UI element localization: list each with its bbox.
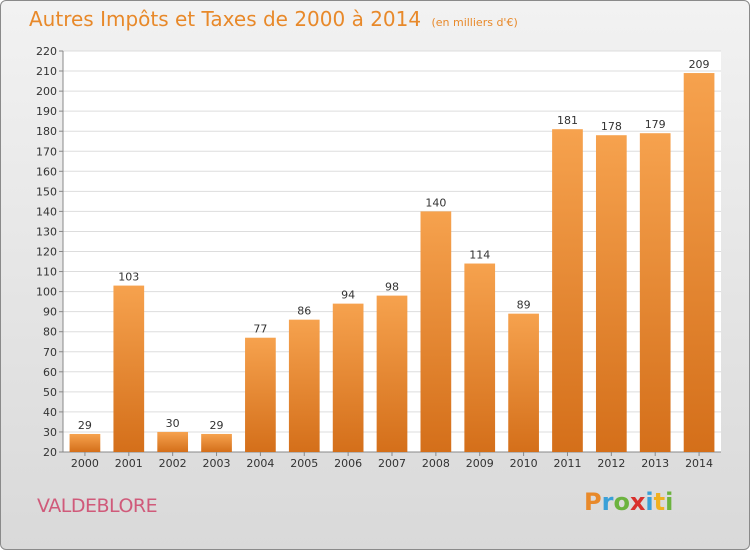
bar-2006 [332, 303, 364, 452]
bar-2001 [113, 285, 145, 452]
y-tick-label: 100 [36, 286, 57, 299]
y-tick-label: 130 [36, 225, 57, 238]
bar-value-label: 114 [469, 249, 490, 262]
bar-2010 [508, 313, 539, 452]
y-tick-label: 110 [36, 266, 57, 279]
x-tick-label: 2005 [290, 457, 318, 470]
bar-2014 [683, 73, 715, 453]
bar-2007 [376, 295, 408, 452]
bar-value-label: 178 [601, 120, 622, 133]
logo-letter: i [665, 488, 674, 516]
bar-value-label: 179 [645, 118, 666, 131]
x-tick-label: 2010 [510, 457, 538, 470]
logo-letter: x [629, 488, 646, 516]
bar-value-label: 89 [517, 299, 531, 312]
bar-value-label: 94 [341, 289, 355, 302]
bar-value-label: 29 [210, 419, 224, 432]
y-tick-label: 30 [43, 426, 57, 439]
x-tick-label: 2000 [71, 457, 99, 470]
bar-value-label: 98 [385, 281, 399, 294]
y-tick-label: 200 [36, 85, 57, 98]
bar-2011 [552, 129, 583, 452]
chart-title-text: Autres Impôts et Taxes de 2000 à 2014 [29, 7, 422, 31]
bar-value-label: 103 [118, 271, 139, 284]
y-tick-label: 170 [36, 145, 57, 158]
chart-subtitle: (en milliers d'€) [431, 16, 518, 29]
y-tick-label: 180 [36, 125, 57, 138]
y-tick-label: 150 [36, 185, 57, 198]
y-tick-label: 160 [36, 165, 57, 178]
bar-value-label: 181 [557, 114, 578, 127]
y-tick-label: 120 [36, 246, 57, 259]
bar-2004 [245, 337, 276, 452]
bar-2000 [69, 433, 101, 452]
logo-letter: t [653, 488, 666, 516]
y-tick-label: 40 [43, 406, 57, 419]
logo-letter: o [613, 488, 630, 516]
logo-letter: r [601, 488, 614, 516]
x-tick-label: 2013 [641, 457, 669, 470]
y-tick-label: 140 [36, 205, 57, 218]
x-tick-label: 2009 [466, 457, 494, 470]
y-tick-label: 50 [43, 386, 57, 399]
x-tick-label: 2004 [246, 457, 274, 470]
y-tick-label: 190 [36, 105, 57, 118]
x-tick-label: 2007 [378, 457, 406, 470]
bar-value-label: 86 [297, 305, 311, 318]
x-tick-label: 2006 [334, 457, 362, 470]
x-tick-label: 2001 [115, 457, 143, 470]
y-tick-label: 70 [43, 346, 57, 359]
bar-2012 [595, 135, 627, 452]
bar-2002 [157, 431, 189, 452]
x-tick-label: 2008 [422, 457, 450, 470]
bar-2003 [201, 433, 232, 452]
bar-value-label: 140 [425, 196, 446, 209]
bar-2005 [288, 319, 320, 452]
logo-letter: i [645, 488, 654, 516]
bar-value-label: 77 [253, 323, 267, 336]
y-tick-label: 20 [43, 446, 57, 459]
location-label: VALDEBLORE [37, 495, 158, 517]
y-tick-label: 90 [43, 306, 57, 319]
bar-2009 [464, 263, 496, 452]
chart-title: Autres Impôts et Taxes de 2000 à 2014 (e… [29, 7, 518, 31]
x-tick-label: 2011 [553, 457, 581, 470]
y-tick-label: 80 [43, 326, 57, 339]
y-tick-label: 220 [36, 45, 57, 58]
bar-2008 [420, 211, 452, 452]
x-tick-label: 2002 [159, 457, 187, 470]
bar-value-label: 29 [78, 419, 92, 432]
y-tick-label: 60 [43, 366, 57, 379]
logo-letter: P [584, 488, 602, 516]
x-tick-label: 2014 [685, 457, 713, 470]
bar-value-label: 209 [689, 58, 710, 71]
proxiti-logo: Proxiti [584, 488, 673, 516]
y-tick-label: 210 [36, 65, 57, 78]
x-tick-label: 2003 [203, 457, 231, 470]
x-tick-label: 2012 [597, 457, 625, 470]
bar-2013 [639, 133, 671, 452]
bar-value-label: 30 [166, 417, 180, 430]
